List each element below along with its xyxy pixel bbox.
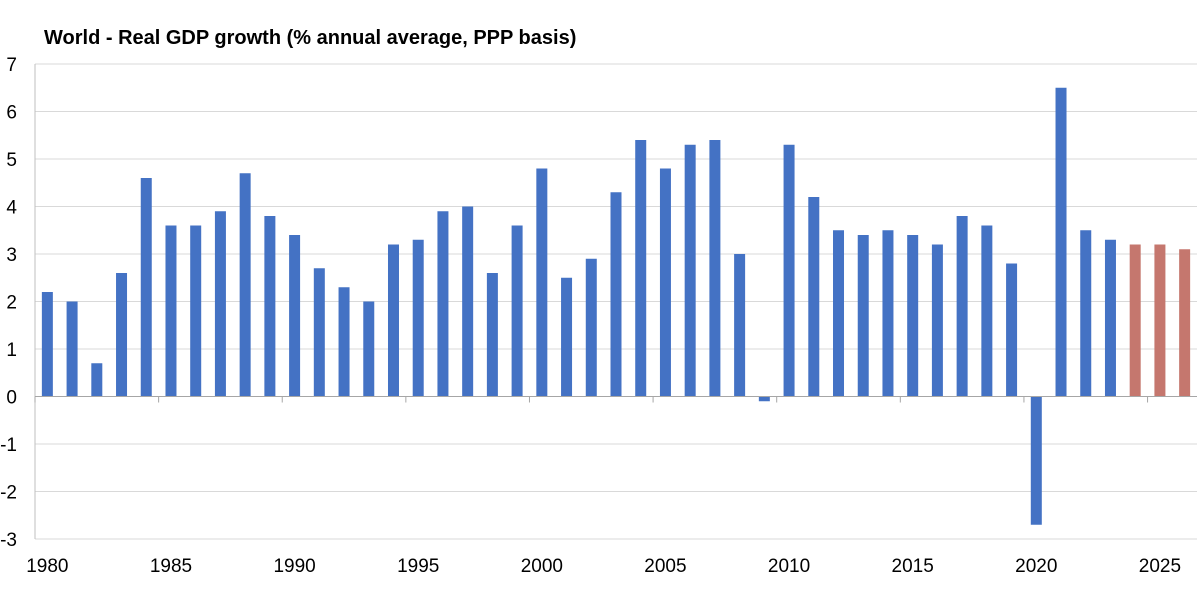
y-tick-label: 3 — [6, 245, 17, 266]
bar-1995 — [412, 239, 424, 397]
bar-2019 — [1006, 263, 1018, 397]
bar-2021 — [1055, 87, 1067, 397]
bar-1994 — [387, 244, 399, 397]
bar-2002 — [585, 258, 597, 397]
bar-2016 — [931, 244, 943, 397]
bar-1991 — [313, 268, 325, 397]
x-tick-label: 2005 — [644, 556, 686, 577]
bars — [41, 87, 1191, 525]
bar-1992 — [338, 287, 350, 397]
bar-2025 — [1154, 244, 1166, 397]
y-tick-label: -3 — [0, 530, 17, 551]
y-tick-label: 6 — [6, 103, 17, 124]
bar-1980 — [41, 292, 53, 397]
bar-1982 — [91, 363, 103, 397]
bar-2007 — [709, 140, 721, 397]
bar-2001 — [561, 277, 573, 397]
x-tick-label: 1985 — [150, 556, 192, 577]
x-tick-label: 1995 — [397, 556, 439, 577]
bar-2026 — [1179, 249, 1191, 397]
x-tick-label: 2025 — [1139, 556, 1181, 577]
bar-1999 — [511, 225, 523, 397]
bar-2024 — [1129, 244, 1141, 397]
bar-1993 — [363, 301, 375, 397]
chart-title: World - Real GDP growth (% annual averag… — [44, 27, 576, 49]
y-tick-label: 4 — [6, 198, 17, 219]
y-tick-label: -2 — [0, 483, 17, 504]
x-tick-label: 1980 — [26, 556, 68, 577]
y-tick-label: 2 — [6, 293, 17, 314]
bar-2008 — [734, 254, 746, 397]
bar-2003 — [610, 192, 622, 397]
y-tick-label: -1 — [0, 435, 17, 456]
y-tick-label: 1 — [6, 340, 17, 361]
bar-2013 — [857, 235, 869, 397]
y-axis-ticks: 7 6 5 4 3 2 1 0 -1 -2 -3 — [0, 55, 17, 551]
x-tick-label: 2000 — [521, 556, 563, 577]
x-axis-ticks: 1980 1985 1990 1995 2000 2005 2010 2015 2020 2025 — [26, 556, 1181, 577]
bar-1981 — [66, 301, 78, 397]
bar-2012 — [833, 230, 845, 397]
bar-2000 — [536, 168, 548, 397]
bar-1996 — [437, 211, 449, 397]
y-tick-label: 7 — [6, 55, 17, 76]
bar-2015 — [907, 235, 919, 397]
bar-2010 — [783, 144, 795, 397]
bar-1985 — [165, 225, 177, 397]
bar-2014 — [882, 230, 894, 397]
bar-1998 — [486, 273, 498, 397]
bar-2018 — [981, 225, 993, 397]
bar-1988 — [239, 173, 251, 397]
bar-1984 — [140, 178, 152, 397]
bar-2006 — [684, 144, 696, 397]
bar-1987 — [214, 211, 226, 397]
x-tick-label: 2015 — [892, 556, 934, 577]
bar-2022 — [1080, 230, 1092, 397]
bar-1983 — [116, 273, 128, 397]
x-tick-label: 2010 — [768, 556, 810, 577]
y-tick-label: 5 — [6, 150, 17, 171]
x-tick-label: 2020 — [1015, 556, 1057, 577]
y-tick-label: 0 — [6, 388, 17, 409]
bar-2011 — [808, 197, 820, 397]
bar-2023 — [1104, 239, 1116, 397]
bar-2009 — [758, 396, 770, 402]
bar-2005 — [659, 168, 671, 397]
bar-2020 — [1030, 396, 1042, 525]
bar-1986 — [190, 225, 202, 397]
x-tick-label: 1990 — [273, 556, 315, 577]
x-axis — [34, 396, 1197, 403]
bar-2017 — [956, 216, 968, 397]
bar-1997 — [462, 206, 474, 397]
bar-1990 — [289, 235, 301, 397]
bar-2004 — [635, 140, 647, 397]
bar-1989 — [264, 216, 276, 397]
